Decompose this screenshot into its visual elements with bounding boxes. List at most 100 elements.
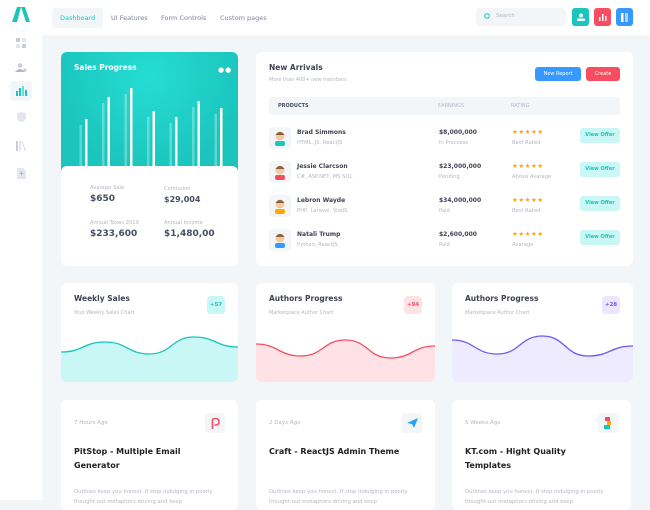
table-row: Lebron Wayde PHP, Laravel, VueJS $34,000… bbox=[269, 193, 620, 223]
product-name[interactable]: Jessie Clarcson bbox=[297, 163, 348, 170]
avatar bbox=[269, 127, 291, 149]
sidebar-item-charts[interactable] bbox=[10, 81, 32, 101]
new-arrivals-card: New Arrivals More than 400+ new members … bbox=[256, 52, 633, 266]
post-logo bbox=[205, 413, 225, 433]
earnings-status: Pending bbox=[439, 174, 460, 180]
earnings-status: In Proccess bbox=[439, 140, 468, 146]
earnings-status: Paid bbox=[439, 208, 450, 214]
mini-chart-badge: +94 bbox=[404, 296, 422, 314]
logo-icon[interactable] bbox=[12, 7, 30, 22]
stat-value: $650 bbox=[90, 194, 116, 204]
sales-chart-area: Sales Progress ●● bbox=[61, 52, 238, 177]
rating-stars: ★★★★★ bbox=[512, 162, 544, 170]
sales-bar bbox=[130, 88, 133, 167]
stat-value: $29,004 bbox=[164, 195, 201, 204]
view-offer-button[interactable]: View Offer bbox=[580, 128, 620, 143]
mini-area-chart bbox=[452, 335, 633, 382]
nav-custom-pages[interactable]: Custom pages bbox=[220, 14, 267, 22]
sales-bar bbox=[175, 117, 178, 167]
post-text: Outlines keep you honest. If stop indulg… bbox=[465, 489, 604, 505]
post-logo bbox=[598, 413, 618, 433]
chart-icon bbox=[598, 14, 606, 21]
rating-label: Best Rated bbox=[512, 140, 541, 146]
sidebar-item-dashboard[interactable] bbox=[10, 33, 32, 53]
stat-label: Annual Taxes 2019 bbox=[90, 220, 139, 226]
shield-icon bbox=[16, 112, 26, 122]
nav-ui-features[interactable]: UI Features bbox=[111, 14, 148, 22]
mini-area-chart bbox=[61, 336, 238, 382]
table-row: Jessie Clarcson C#, ASP.NET, MS SQL $23,… bbox=[269, 159, 620, 189]
rating-stars: ★★★★★ bbox=[512, 128, 544, 136]
paper-plane-icon bbox=[406, 418, 418, 428]
table-row: Natali Trump Python, ReactJS $2,600,000 … bbox=[269, 227, 620, 257]
mini-chart-title: Weekly Sales bbox=[74, 294, 130, 303]
search-input[interactable]: Search bbox=[476, 8, 566, 26]
user-button[interactable] bbox=[572, 8, 589, 26]
product-tech: HTML, JS, ReactJS bbox=[297, 140, 343, 146]
avatar bbox=[269, 229, 291, 251]
area-fill bbox=[256, 340, 435, 382]
product-tech: Python, ReactJS bbox=[297, 242, 338, 248]
new-report-button[interactable]: New Report bbox=[535, 67, 581, 81]
product-name[interactable]: Natali Trump bbox=[297, 231, 341, 238]
column-products: PRODUCTS bbox=[278, 103, 309, 109]
product-name[interactable]: Brad Simmons bbox=[297, 129, 346, 136]
product-tech: PHP, Laravel, VueJS bbox=[297, 208, 348, 214]
sales-bar-shadow bbox=[102, 103, 105, 167]
file-plus-icon bbox=[16, 167, 26, 179]
mini-chart-badge: +28 bbox=[602, 296, 620, 314]
more-options-icon[interactable]: ●● bbox=[218, 66, 233, 74]
nav-form-controls[interactable]: Form Controls bbox=[161, 14, 207, 22]
avatar-icon bbox=[275, 199, 285, 214]
rating-label: Above Avarage bbox=[512, 174, 552, 180]
sales-bar-shadow bbox=[169, 123, 172, 167]
sales-bar bbox=[220, 108, 223, 167]
avatar-icon bbox=[275, 131, 285, 146]
product-name[interactable]: Lebron Wayde bbox=[297, 197, 346, 204]
mini-chart-subtitle: Your Weekly Sales Chart bbox=[74, 310, 135, 316]
mini-chart-title: Authors Progress bbox=[269, 294, 343, 303]
post-time: 2 Days Ago bbox=[269, 420, 301, 426]
area-line bbox=[61, 336, 238, 355]
view-offer-button[interactable]: View Offer bbox=[580, 196, 620, 211]
sales-bar-shadow bbox=[124, 94, 127, 167]
post-title[interactable]: Craft - ReactJS Admin Theme bbox=[269, 447, 400, 456]
sales-bar-shadow bbox=[147, 117, 150, 167]
sales-bar-chart bbox=[79, 88, 223, 167]
earnings-value: $23,000,000 bbox=[439, 163, 482, 170]
post-title[interactable]: PitStop - Multiple Email Generator bbox=[74, 447, 181, 470]
table-row: Brad Simmons HTML, JS, ReactJS $8,000,00… bbox=[269, 125, 620, 155]
sidebar-item-library[interactable] bbox=[10, 136, 32, 156]
stats-button[interactable] bbox=[594, 8, 611, 26]
sales-bar bbox=[85, 119, 88, 167]
post-title[interactable]: KT.com - Hight Quality Templates bbox=[465, 447, 566, 470]
avatar-icon bbox=[275, 233, 285, 248]
nav-dashboard[interactable]: Dashboard bbox=[52, 8, 104, 28]
view-offer-button[interactable]: View Offer bbox=[580, 230, 620, 245]
sidebar-item-security[interactable] bbox=[10, 107, 32, 127]
sidebar-item-users[interactable] bbox=[10, 57, 32, 77]
user-icon bbox=[576, 13, 585, 21]
sales-bar bbox=[152, 111, 155, 167]
sales-bar-shadow bbox=[79, 125, 82, 167]
search-placeholder: Search bbox=[496, 13, 515, 19]
sales-bar-shadow bbox=[192, 107, 195, 167]
chart-bars-icon bbox=[15, 86, 27, 96]
stat-label: Comission bbox=[164, 186, 191, 192]
sidebar-item-new-file[interactable] bbox=[10, 163, 32, 183]
arrivals-title: New Arrivals bbox=[269, 63, 323, 72]
view-offer-button[interactable]: View Offer bbox=[580, 162, 620, 177]
earnings-value: $2,600,000 bbox=[439, 231, 477, 238]
mini-chart-badge: +57 bbox=[207, 296, 225, 314]
stat-value: $233,600 bbox=[90, 229, 138, 239]
stat-label: Avarage Sale bbox=[90, 185, 125, 191]
pitstop-logo-icon bbox=[211, 417, 220, 429]
mini-chart-subtitle: Marketplace Author Chart bbox=[269, 310, 334, 316]
rating-stars: ★★★★★ bbox=[512, 230, 544, 238]
mini-chart-title: Authors Progress bbox=[465, 294, 539, 303]
layout-button[interactable] bbox=[616, 8, 633, 26]
post-card: 2 Days Ago Craft - ReactJS Admin Theme O… bbox=[256, 400, 435, 510]
mini-chart-card: Weekly Sales Your Weekly Sales Chart +57 bbox=[61, 283, 238, 382]
create-button[interactable]: Create bbox=[586, 67, 620, 81]
header: Dashboard UI Features Form Controls Cust… bbox=[42, 0, 650, 35]
